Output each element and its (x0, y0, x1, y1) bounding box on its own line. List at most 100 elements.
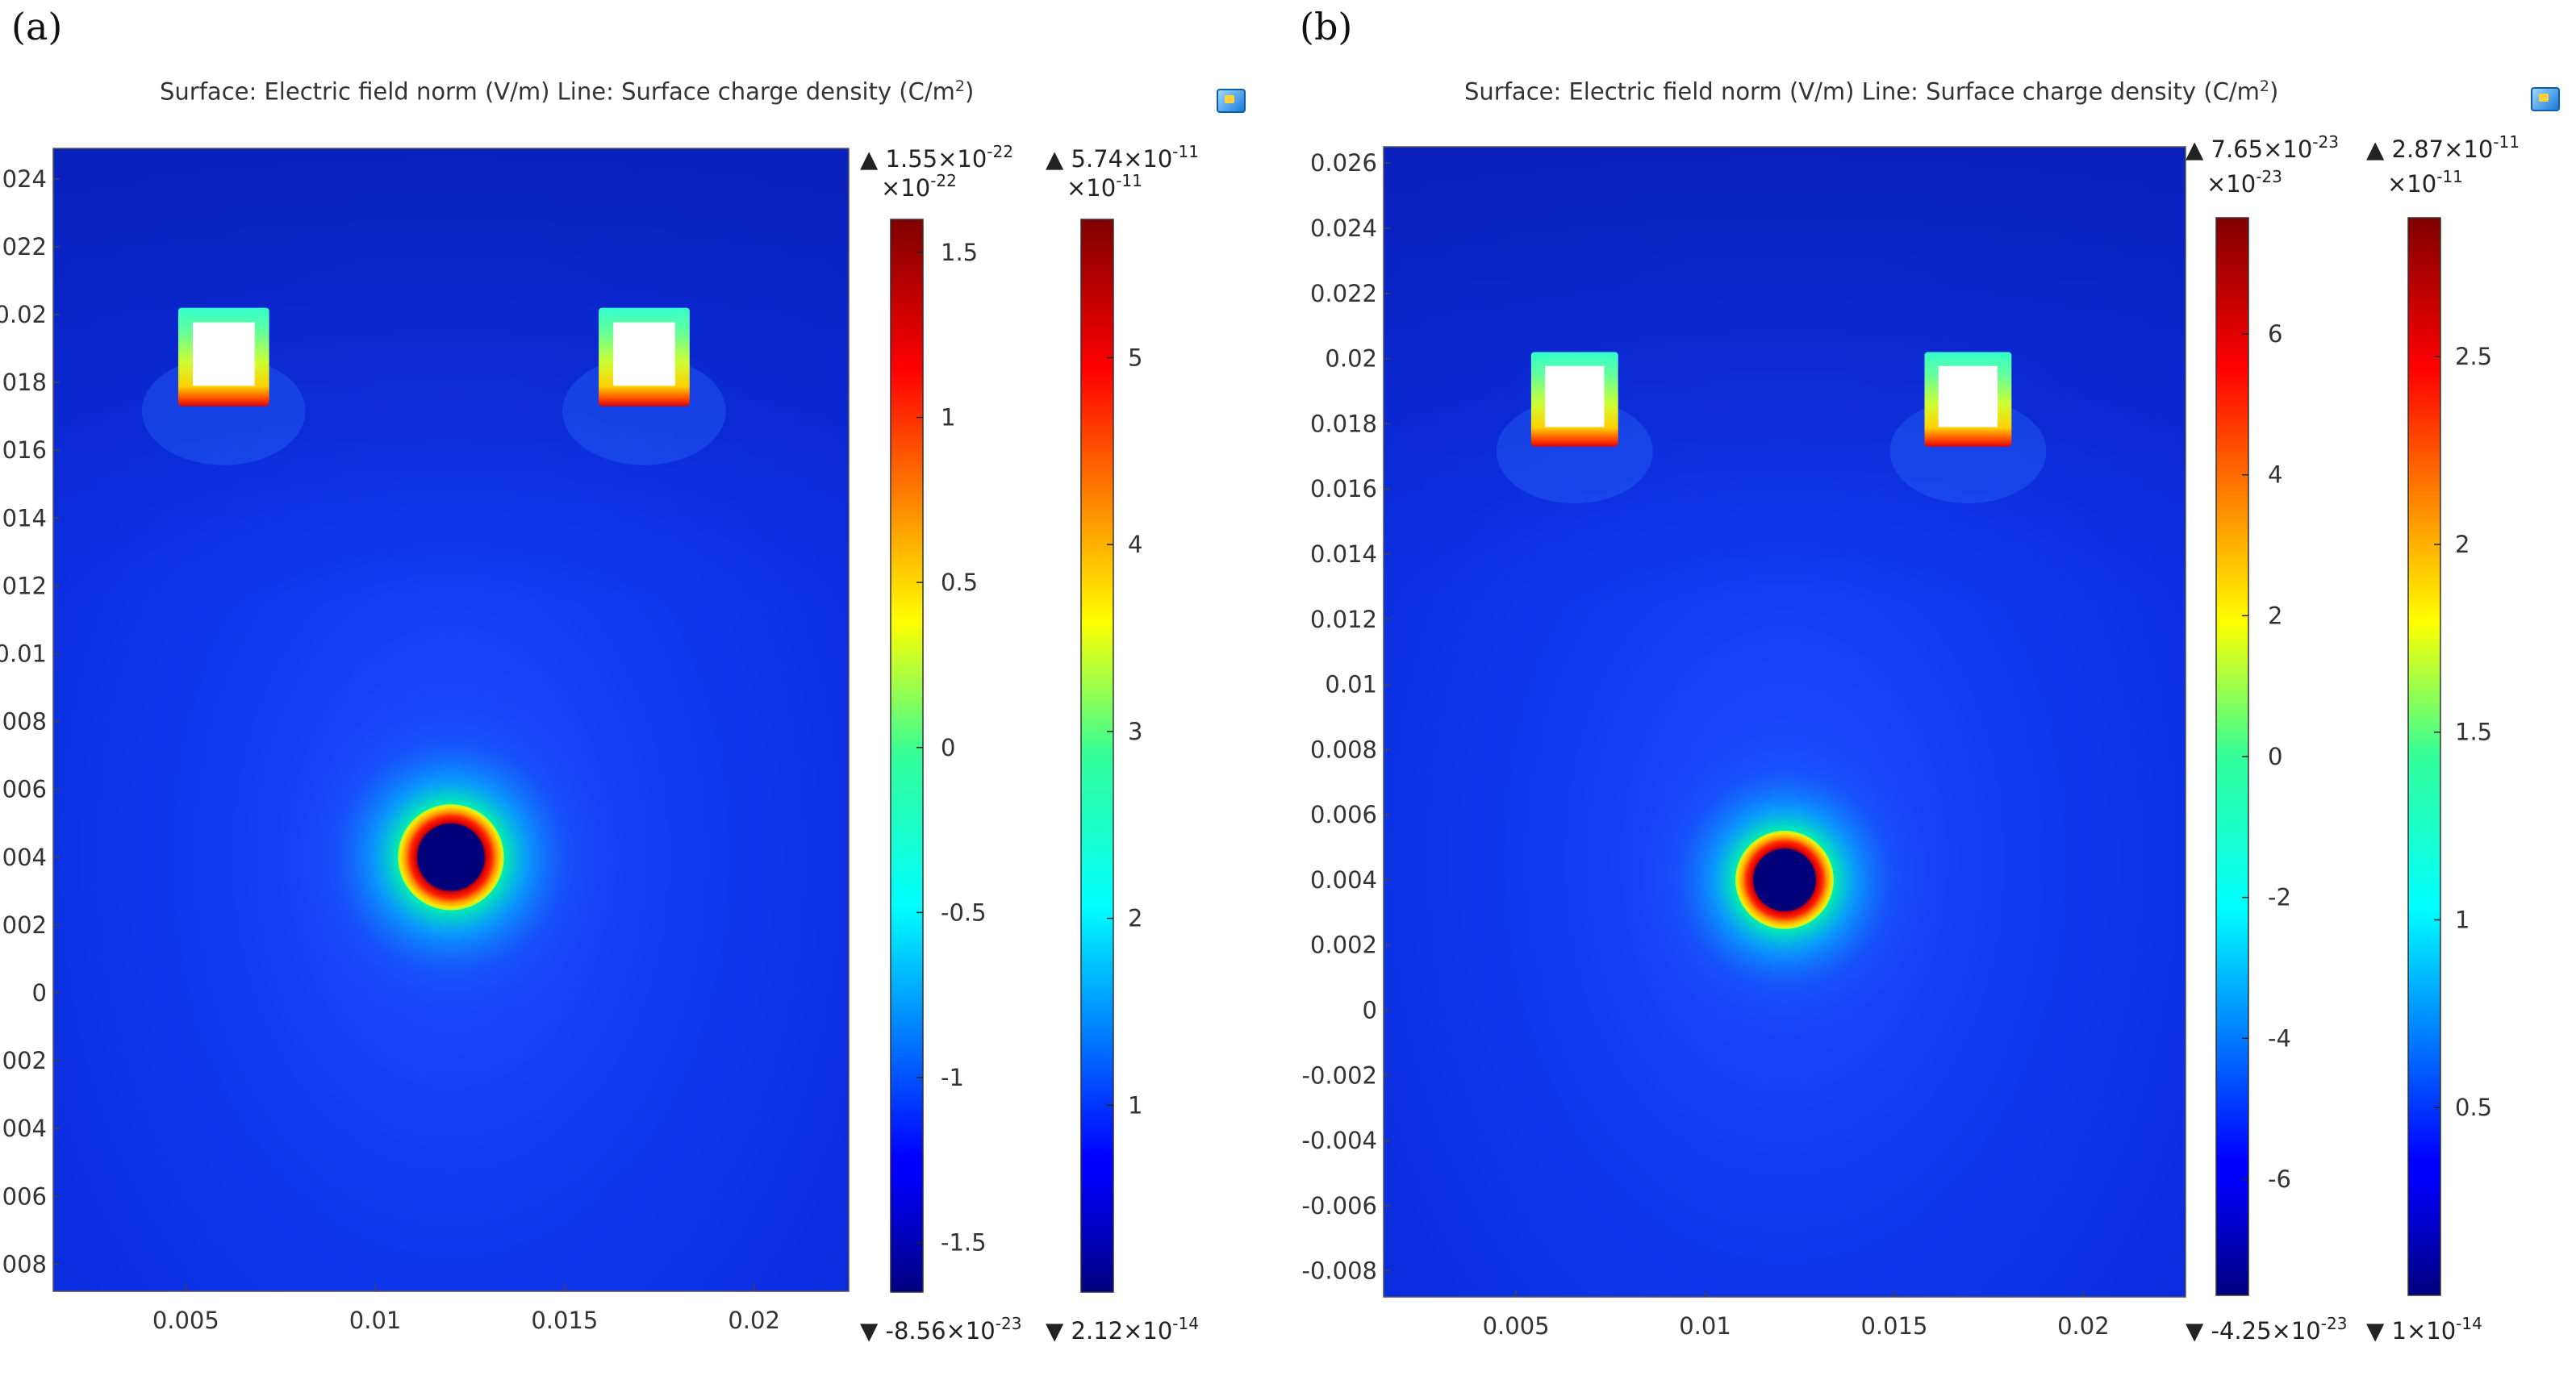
colorbar-tick-label: 3 (1128, 718, 1142, 745)
colorbar-min-label: ▼ -8.56×10-23 (860, 1314, 1021, 1345)
x-tick-label: 0.02 (728, 1307, 780, 1334)
colorbar-tick-label: 1 (941, 404, 955, 432)
colorbar-scale-label: ×10-23 (2207, 167, 2282, 198)
y-tick-label: 0.004 (0, 844, 47, 871)
x-tick-label: 0.005 (1483, 1312, 1550, 1340)
colorbar-tick-label: 2 (1128, 905, 1142, 932)
y-tick-label: 0.012 (0, 572, 47, 599)
colorbar-scale-label: ×10-22 (881, 171, 957, 202)
colorbar-tick-label: 4 (2268, 461, 2282, 489)
colorbar-tick-label: -4 (2268, 1024, 2291, 1052)
y-tick-label: 0.012 (1310, 606, 1377, 633)
conductor-interior (613, 322, 675, 386)
colorbar-tick-label: 0.5 (2455, 1094, 2492, 1121)
conductor-interior (1938, 365, 1998, 427)
colorbar-max-label: ▲ 1.55×10-22 (860, 142, 1013, 173)
colorbar-field (1080, 219, 1114, 1293)
y-tick-label: 0.018 (0, 369, 47, 396)
colorbar-charge (2215, 217, 2249, 1296)
x-tick-label: 0.01 (1679, 1312, 1731, 1340)
colorbar-tick-label: 1 (1128, 1091, 1142, 1119)
colorbar-tick-label: -0.5 (941, 899, 987, 926)
x-tick-label: 0.01 (349, 1307, 402, 1334)
colorbar-tick-label: 6 (2268, 320, 2282, 348)
colorbar-tick-label: 5 (1128, 344, 1142, 371)
y-tick-label: 0.016 (1310, 475, 1377, 502)
colorbar-tick-label: 0.5 (941, 569, 978, 596)
y-tick-label: -0.008 (0, 1250, 47, 1278)
y-tick-label: -0.004 (1302, 1127, 1378, 1154)
y-tick-label: 0.014 (1310, 540, 1377, 568)
plot-title-close: ) (964, 77, 975, 106)
plot-title: Surface: Electric field norm (V/m) Line:… (1464, 77, 2278, 106)
y-tick-label: -0.006 (0, 1182, 47, 1210)
colorbar-scale-label: ×10-11 (2387, 167, 2463, 198)
y-tick-label: 0.002 (1310, 932, 1377, 959)
y-tick-label: -0.006 (1302, 1192, 1378, 1220)
figure-panel-a: (a) Surface: Electric field norm (V/m) L… (0, 5, 1246, 1345)
panel-label: (b) (1300, 5, 1353, 48)
colorbar-min-label: ▼ 2.12×10-14 (1046, 1314, 1199, 1345)
colorbar-tick-label: -6 (2268, 1165, 2291, 1193)
colorbar-min-label: ▼ 1×10-14 (2366, 1314, 2482, 1345)
colorbar-tick-label: 1 (2455, 906, 2470, 933)
colorbar-tick-label: -1.5 (941, 1229, 987, 1257)
y-tick-label: 0 (1363, 997, 1377, 1024)
y-tick-label: -0.008 (1302, 1257, 1378, 1285)
x-tick-label: 0.005 (152, 1307, 219, 1334)
y-tick-label: 0.002 (0, 911, 47, 939)
y-tick-label: 0.016 (0, 436, 47, 464)
y-tick-label: 0.02 (1325, 345, 1377, 373)
x-tick-label: 0.015 (1860, 1312, 1927, 1340)
conductor-interior (192, 322, 255, 386)
colorbar-max-label: ▲ 5.74×10-11 (1046, 142, 1199, 173)
colorbar-tick-label: 2.5 (2455, 343, 2492, 370)
x-tick-label: 0.02 (2057, 1312, 2110, 1340)
colorbar-max-label: ▲ 7.65×10-23 (2186, 132, 2339, 163)
colorbar-tick-label: 2 (2268, 602, 2282, 629)
plot-svg-a: 0.0240.0220.020.0180.0160.0140.0120.010.… (0, 142, 1199, 1345)
plot-title-close: ) (2269, 77, 2279, 106)
colorbar-tick-label: -2 (2268, 884, 2291, 911)
y-tick-label: 0.024 (1310, 215, 1377, 242)
y-tick-label: 0.006 (0, 776, 47, 803)
panel-label: (a) (11, 5, 63, 48)
colorbar-tick-label: 4 (1128, 531, 1142, 558)
circular-conductor (1735, 830, 1834, 929)
y-tick-label: 0.008 (0, 708, 47, 736)
plot-title: Surface: Electric field norm (V/m) Line:… (160, 77, 974, 106)
y-tick-label: -0.002 (0, 1047, 47, 1074)
colorbar-min-label: ▼ -4.25×10-23 (2186, 1314, 2347, 1345)
colorbar-tick-label: 1.5 (2455, 719, 2492, 746)
colorbar-charge (890, 219, 924, 1293)
colorbar-tick-label: 0 (941, 734, 955, 761)
colorbar-scale-label: ×10-11 (1067, 171, 1142, 202)
y-tick-label: 0.022 (1310, 280, 1377, 307)
circular-conductor (398, 804, 504, 911)
plot-title-text: Surface: Electric field norm (V/m) Line:… (160, 77, 955, 106)
y-tick-label: 0.01 (1325, 671, 1377, 698)
plot-frame (1383, 146, 2186, 1298)
snapshot-icon[interactable] (2531, 87, 2560, 111)
x-tick-label: 0.015 (531, 1307, 598, 1334)
y-tick-label: 0.018 (1310, 410, 1377, 437)
y-tick-label: 0.022 (0, 233, 47, 261)
field-upper-shade (1384, 147, 2186, 1297)
colorbar-tick-label: 1.5 (941, 239, 978, 266)
colorbar-tick-label: -1 (941, 1064, 964, 1091)
plot-title-text: Surface: Electric field norm (V/m) Line:… (1464, 77, 2260, 106)
snapshot-icon[interactable] (1217, 89, 1246, 113)
plot-svg-b: 0.0260.0240.0220.020.0180.0160.0140.0120… (1302, 132, 2520, 1345)
y-tick-label: 0.006 (1310, 801, 1377, 828)
conductor-interior (1545, 365, 1605, 427)
y-tick-label: 0.008 (1310, 736, 1377, 763)
y-tick-label: 0.02 (0, 301, 47, 328)
plot-title-superscript: 2 (2259, 77, 2269, 95)
y-tick-label: 0.014 (0, 504, 47, 532)
colorbar-max-label: ▲ 2.87×10-11 (2366, 132, 2520, 163)
figure-panel-b: (b) Surface: Electric field norm (V/m) L… (1288, 0, 2576, 1376)
colorbar-field (2407, 217, 2441, 1296)
colorbar-tick-label: 0 (2268, 743, 2282, 770)
y-tick-label: -0.002 (1302, 1061, 1378, 1089)
y-tick-label: 0.024 (0, 165, 47, 193)
